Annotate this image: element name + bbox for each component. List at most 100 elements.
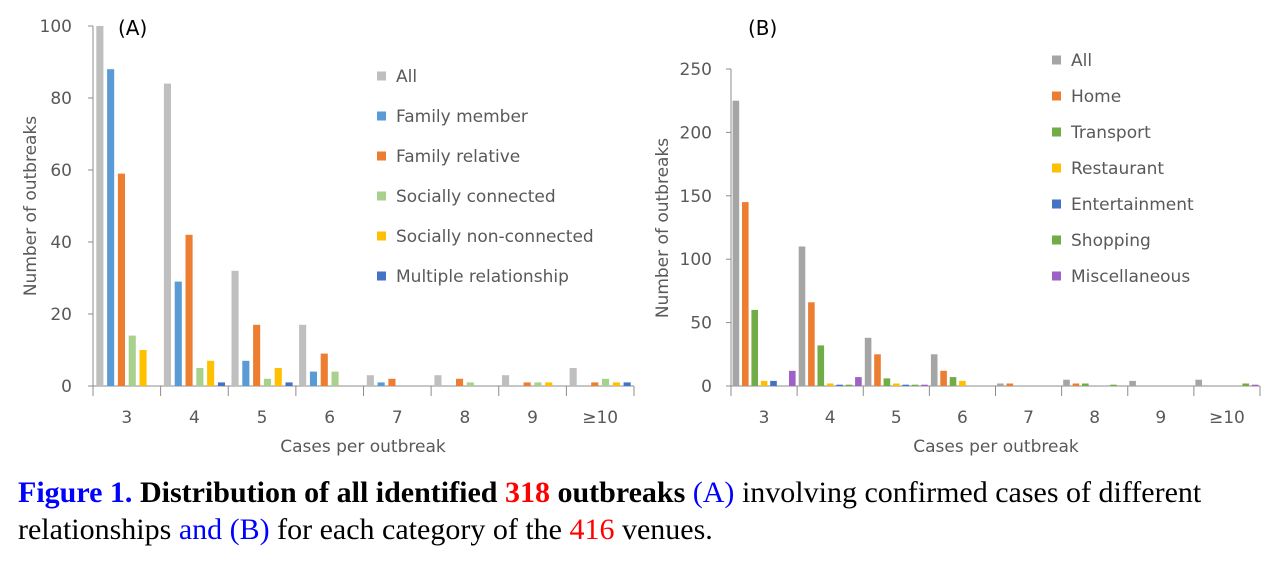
chart-a-bar bbox=[366, 375, 374, 386]
chart-a-bar bbox=[602, 378, 610, 386]
chart-a-y-tick-label: 80 bbox=[50, 89, 72, 109]
chart-a-legend-swatch bbox=[377, 191, 386, 201]
chart-a-bar bbox=[207, 360, 215, 386]
chart-a-bar bbox=[117, 173, 125, 386]
chart-b-legend-swatch bbox=[1052, 199, 1061, 209]
chart-b-x-tick-label: 8 bbox=[1089, 408, 1100, 428]
chart-b-legend-swatch bbox=[1052, 163, 1061, 173]
chart-b-bar bbox=[864, 337, 872, 386]
chart-b-bar bbox=[798, 246, 806, 386]
chart-a-bar bbox=[274, 368, 282, 386]
chart-a-bar bbox=[253, 324, 261, 386]
chart-b-legend-label: Miscellaneous bbox=[1071, 267, 1190, 287]
chart-b-bar bbox=[751, 309, 758, 386]
chart-b-bar bbox=[808, 302, 815, 386]
chart-b-bar bbox=[940, 370, 947, 386]
chart-b-x-tick-label: 4 bbox=[825, 408, 836, 428]
chart-b-bar bbox=[845, 384, 853, 386]
chart-b-bar bbox=[1082, 383, 1089, 386]
chart-a-y-tick-label: 20 bbox=[50, 305, 72, 325]
chart-b-bar bbox=[1110, 384, 1117, 386]
chart-a-x-tick-label: 8 bbox=[460, 408, 471, 428]
chart-b-bar bbox=[874, 354, 881, 386]
chart-a-x-tick-label: 9 bbox=[527, 408, 538, 428]
chart-a-bar bbox=[534, 382, 542, 386]
chart-a-bar bbox=[231, 270, 239, 386]
chart-a-legend-label: Socially non-connected bbox=[396, 227, 594, 247]
caption-bold-text-2: outbreaks bbox=[557, 476, 686, 509]
chart-b-bar bbox=[1072, 383, 1080, 386]
chart-b-legend-label: Entertainment bbox=[1071, 195, 1194, 215]
chart-b-bar bbox=[836, 384, 843, 386]
chart-a-bar bbox=[502, 375, 510, 386]
chart-a-x-tick-label: 6 bbox=[324, 408, 335, 428]
chart-a-y-tick-label: 0 bbox=[61, 377, 72, 397]
chart-b-bar bbox=[1195, 379, 1202, 386]
chart-b-y-tick-label: 200 bbox=[680, 123, 712, 143]
chart-a-bar bbox=[320, 353, 328, 386]
chart-b-bar bbox=[1242, 383, 1249, 386]
chart-b-legend-swatch bbox=[1052, 235, 1061, 245]
chart-b-legend-label: Restaurant bbox=[1071, 159, 1164, 179]
chart-b-bar bbox=[732, 100, 740, 386]
caption-bold-text-1: Distribution of all identified bbox=[139, 476, 498, 509]
chart-a-bar bbox=[285, 382, 293, 386]
chart-b-bar bbox=[1063, 379, 1070, 386]
chart-a-bar bbox=[174, 281, 182, 386]
chart-b-bar bbox=[770, 380, 777, 386]
chart-b-x-axis-title: Cases per outbreak bbox=[913, 437, 1079, 457]
chart-b-legend-label: All bbox=[1071, 51, 1092, 71]
chart-b-y-tick-label: 50 bbox=[690, 314, 712, 334]
chart-b-legend-swatch bbox=[1052, 127, 1061, 137]
chart-a-bar bbox=[196, 368, 204, 386]
chart-b-bar bbox=[855, 377, 862, 386]
chart-b-y-tick-label: 100 bbox=[680, 250, 712, 270]
chart-a-y-axis-title: Number of outbreaks bbox=[21, 116, 41, 296]
caption-part-b: and (B) bbox=[178, 513, 270, 546]
chart-a-legend-swatch bbox=[377, 151, 386, 161]
chart-b-bar bbox=[1129, 380, 1136, 386]
chart-b-bar bbox=[789, 370, 796, 386]
chart-a-bar bbox=[466, 382, 474, 386]
chart-a-bar bbox=[128, 335, 136, 386]
chart-a-x-tick-label: 7 bbox=[392, 408, 403, 428]
chart-a-y-tick-label: 100 bbox=[40, 17, 72, 37]
chart-a-legend-label: All bbox=[396, 67, 417, 87]
chart-a-bar bbox=[263, 378, 271, 386]
chart-b-x-tick-label: 7 bbox=[1023, 408, 1034, 428]
chart-a-bar bbox=[242, 360, 250, 386]
chart-b-bar bbox=[902, 384, 909, 386]
chart-a-bar bbox=[217, 382, 225, 386]
chart-b-x-tick-label: 3 bbox=[759, 408, 770, 428]
chart-a-bar bbox=[331, 371, 339, 386]
chart-a-bar bbox=[107, 69, 115, 386]
chart-a-bar bbox=[623, 382, 631, 386]
caption-text-2: for each category of the bbox=[277, 513, 562, 546]
chart-a-bar bbox=[612, 382, 620, 386]
caption-outbreak-count: 318 bbox=[504, 476, 550, 509]
chart-b-bar bbox=[959, 380, 966, 386]
chart-b-bar bbox=[826, 383, 834, 386]
chart-b-legend-swatch bbox=[1052, 55, 1061, 65]
chart-a-bar bbox=[163, 83, 171, 386]
caption-text-3: venues. bbox=[621, 513, 713, 546]
chart-b-bar bbox=[817, 345, 825, 386]
caption-text-1: involving confirmed cases of different r… bbox=[18, 476, 1202, 546]
chart-a-x-tick-label: ≥10 bbox=[582, 408, 618, 428]
chart-b-panel-label: (B) bbox=[748, 16, 777, 40]
chart-b-bar bbox=[949, 377, 957, 386]
caption-part-a: (A) bbox=[692, 476, 735, 509]
chart-a-legend-label: Family relative bbox=[396, 147, 520, 167]
chart-b-x-tick-label: ≥10 bbox=[1209, 408, 1245, 428]
chart-a-bar bbox=[569, 368, 577, 386]
chart-b-bar bbox=[1251, 384, 1259, 386]
chart-a-legend-swatch bbox=[377, 111, 386, 121]
chart-a-bar bbox=[591, 382, 599, 386]
chart-b-x-tick-label: 9 bbox=[1155, 408, 1166, 428]
chart-b-x-tick-label: 6 bbox=[957, 408, 968, 428]
chart-a-bar bbox=[309, 371, 317, 386]
chart-b-bar bbox=[997, 383, 1004, 386]
chart-b-bar bbox=[760, 380, 768, 386]
chart-b-legend-label: Transport bbox=[1070, 123, 1151, 143]
